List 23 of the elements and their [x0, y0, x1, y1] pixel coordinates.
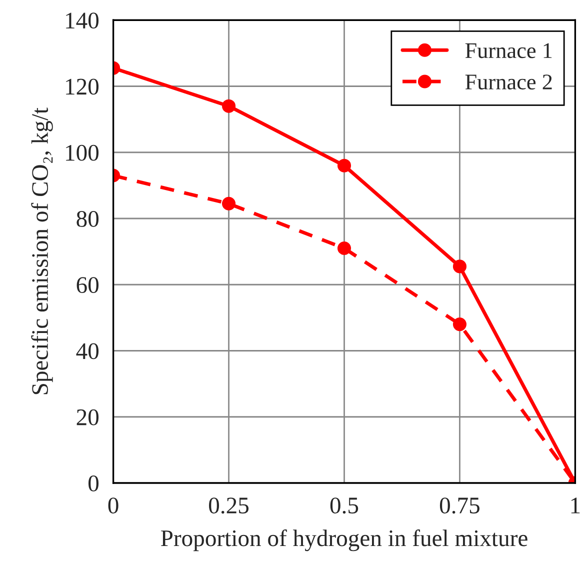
x-tick-label: 0.5: [330, 498, 358, 514]
point: [452, 318, 466, 332]
legend-label: Furnace 1: [465, 43, 552, 58]
y-tick-label: 40: [76, 343, 99, 360]
legend-label: Furnace 2: [465, 74, 552, 90]
x-tick-label: 1: [571, 498, 580, 514]
y-tick-label: 80: [76, 210, 99, 227]
y-tick-label: 120: [66, 78, 99, 95]
y-tick-label: 140: [66, 12, 99, 29]
y-tick-label: 100: [66, 144, 99, 161]
y-tick-label: 0: [88, 475, 99, 492]
point: [337, 241, 352, 256]
y-tick-label: 20: [76, 409, 99, 426]
point: [337, 158, 352, 172]
point: [222, 196, 236, 210]
point: [222, 99, 236, 113]
x-tick-label: 0.75: [440, 498, 480, 514]
x-tick-label: 0: [108, 498, 118, 514]
point: [452, 260, 466, 274]
x-axis-title: Proportion of hydrogen in fuel mixture: [160, 529, 528, 552]
y-axis-title: Specific emission of CO₂, kg/t: [31, 108, 53, 394]
y-tick-label: 60: [76, 277, 99, 294]
x-tick-label: 0.25: [209, 498, 249, 514]
